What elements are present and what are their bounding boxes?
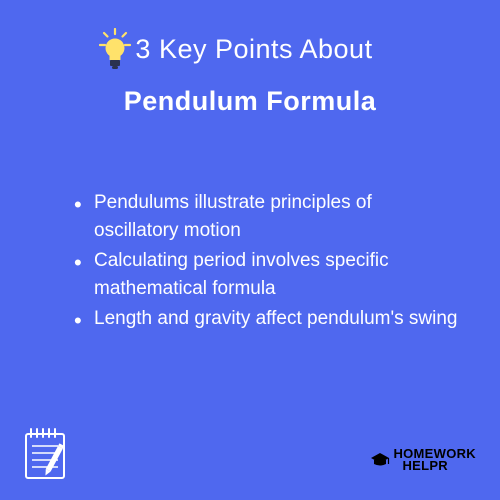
homework-helpr-logo: HOMEWORK HELPR <box>370 448 476 472</box>
page-subtitle: Pendulum Formula <box>0 86 500 117</box>
logo-text: HOMEWORK HELPR <box>393 448 476 472</box>
list-item: Pendulums illustrate principles of oscil… <box>72 189 460 244</box>
page-title: 3 Key Points About <box>135 34 372 65</box>
list-item: Length and gravity affect pendulum's swi… <box>72 305 460 333</box>
key-points-list: Pendulums illustrate principles of oscil… <box>0 189 500 333</box>
notepad-pencil-icon <box>22 424 76 482</box>
header-section: 3 Key Points About Pendulum Formula <box>0 0 500 117</box>
logo-line2: HELPR <box>402 460 476 472</box>
title-row: 3 Key Points About <box>0 28 500 70</box>
list-item: Calculating period involves specific mat… <box>72 247 460 302</box>
lightbulb-icon <box>99 28 131 70</box>
graduation-cap-icon <box>370 452 390 468</box>
